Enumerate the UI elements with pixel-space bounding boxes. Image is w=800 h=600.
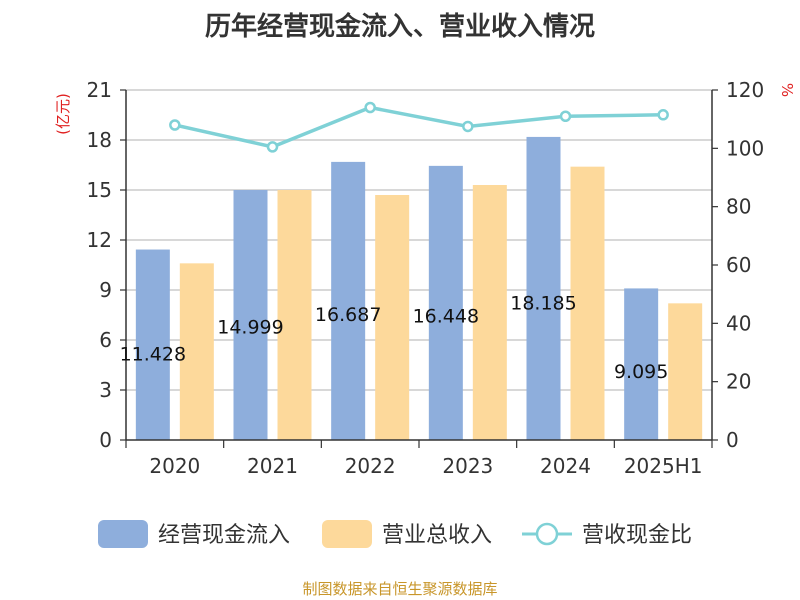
bar-data-label: 16.448 <box>413 306 479 328</box>
ratio-point <box>462 120 474 133</box>
axes-layer: 0 3 6 9 12 15 18 21 0 20 40 60 80 100 120 (亿元)% 2020 2021… <box>54 78 796 478</box>
y-right-tick-label: 60 <box>726 253 751 277</box>
bar-data-label: 9.095 <box>614 361 668 383</box>
y-left-tick-label: 3 <box>99 378 112 402</box>
x-tick-label: 2021 <box>247 454 298 478</box>
bar-revenue <box>472 185 507 440</box>
y-right-tick-label: 40 <box>726 311 751 335</box>
bar-cash-inflow <box>331 161 366 440</box>
bar-cash-inflow <box>135 249 170 440</box>
bar-data-label: 14.999 <box>217 317 283 339</box>
y-right-tick-label: 80 <box>726 195 751 219</box>
y-left-tick-label: 12 <box>87 228 112 252</box>
legend-ratio-swatch-marker <box>535 522 559 546</box>
bar-revenue <box>375 195 410 440</box>
y-right-unit: % <box>778 83 796 97</box>
y-left-tick-label: 21 <box>87 78 112 102</box>
bar-revenue <box>179 263 214 440</box>
bar-cash-inflow <box>624 288 659 440</box>
legend: 经营现金流入 营业总收入 营收现金比 <box>98 520 692 548</box>
bar-revenue <box>570 166 605 440</box>
y-left-tick-label: 18 <box>87 128 112 152</box>
ratio-point <box>364 101 376 114</box>
ratio-point <box>266 141 279 153</box>
line-layer <box>169 101 669 153</box>
y-left-tick-label: 15 <box>87 178 112 202</box>
bar-revenue <box>668 303 703 440</box>
bar-data-label: 16.687 <box>315 304 381 326</box>
x-tick-label: 2023 <box>442 454 493 478</box>
x-tick-label: 2025H1 <box>624 454 703 478</box>
ratio-point <box>657 109 669 121</box>
bar-data-label: 11.428 <box>120 343 186 365</box>
y-right-tick-label: 120 <box>726 78 764 102</box>
grid-lines <box>126 89 712 391</box>
bar-cash-inflow <box>526 136 561 440</box>
bar-revenue <box>277 190 312 440</box>
bar-data-label: 18.185 <box>510 293 576 315</box>
y-right-tick-label: 100 <box>726 136 764 160</box>
legend-cash-inflow-swatch <box>98 520 148 548</box>
bar-cash-inflow <box>428 165 463 440</box>
y-left-tick-label: 9 <box>99 278 112 302</box>
ratio-line <box>174 105 664 149</box>
chart-title: 历年经营现金流入、营业收入情况 <box>204 12 595 42</box>
x-tick-label: 2022 <box>345 454 396 478</box>
y-left-tick-label: 0 <box>99 428 112 452</box>
ratio-point <box>169 119 181 131</box>
y-left-tick-label: 6 <box>99 328 112 352</box>
data-labels-layer: 11.428 14.999 16.687 16.448 18.185 9.095 <box>120 293 669 383</box>
x-tick-label: 2020 <box>149 454 200 478</box>
bar-cash-inflow <box>233 190 268 440</box>
ratio-point <box>559 110 572 122</box>
legend-cash-inflow-label: 经营现金流入 <box>158 523 290 548</box>
bars-layer <box>135 136 703 440</box>
y-right-tick-label: 20 <box>726 370 751 394</box>
y-right-tick-label: 0 <box>726 428 739 452</box>
y-left-unit: (亿元) <box>54 93 72 135</box>
legend-revenue-swatch <box>322 520 372 548</box>
source-note: 制图数据来自恒生聚源数据库 <box>302 580 498 598</box>
legend-ratio-label: 营收现金比 <box>582 523 692 548</box>
legend-revenue-label: 营业总收入 <box>382 523 492 548</box>
x-tick-label: 2024 <box>540 454 591 478</box>
